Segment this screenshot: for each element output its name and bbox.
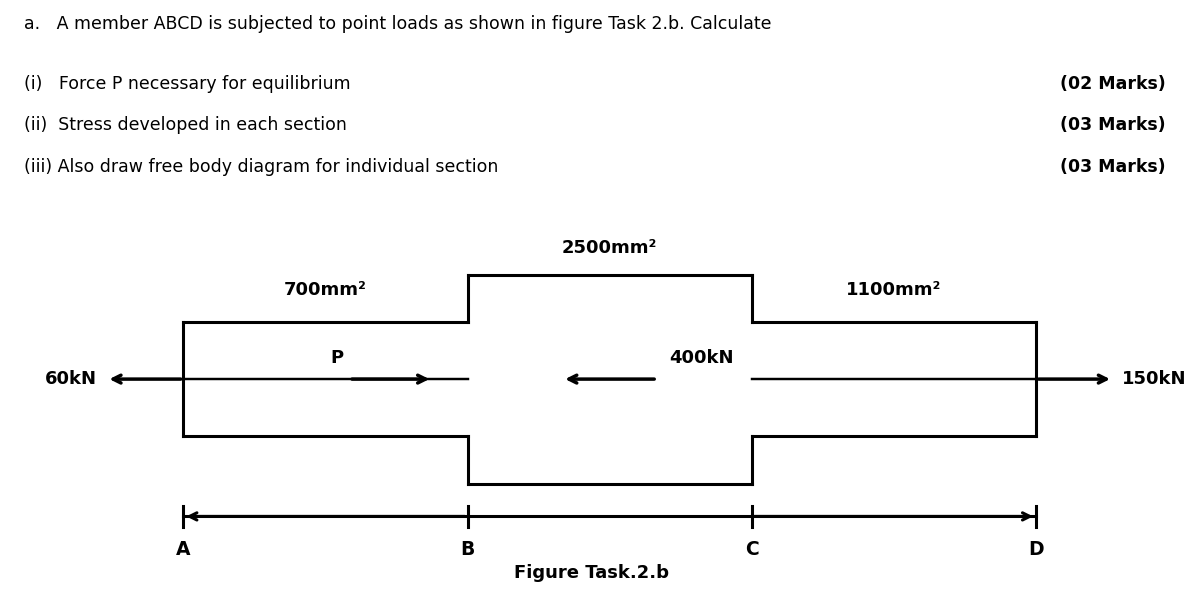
Text: 2500mm²: 2500mm² xyxy=(562,239,658,257)
Text: (02 Marks): (02 Marks) xyxy=(1061,75,1166,93)
Text: D: D xyxy=(1028,540,1044,559)
Text: C: C xyxy=(745,540,758,559)
Text: B: B xyxy=(461,540,475,559)
Text: (i)   Force P necessary for equilibrium: (i) Force P necessary for equilibrium xyxy=(24,75,350,93)
Text: Figure Task.2.b: Figure Task.2.b xyxy=(515,564,670,582)
Text: 150kN: 150kN xyxy=(1122,370,1187,388)
Text: (03 Marks): (03 Marks) xyxy=(1061,116,1166,134)
Text: a.   A member ABCD is subjected to point loads as shown in figure Task 2.b. Calc: a. A member ABCD is subjected to point l… xyxy=(24,15,772,33)
Text: (iii) Also draw free body diagram for individual section: (iii) Also draw free body diagram for in… xyxy=(24,158,498,176)
Text: 400kN: 400kN xyxy=(668,349,733,367)
Text: 1100mm²: 1100mm² xyxy=(846,281,942,298)
Text: (ii)  Stress developed in each section: (ii) Stress developed in each section xyxy=(24,116,347,134)
Text: 60kN: 60kN xyxy=(46,370,97,388)
Text: P: P xyxy=(331,349,344,367)
Text: (03 Marks): (03 Marks) xyxy=(1061,158,1166,176)
Text: 700mm²: 700mm² xyxy=(284,281,367,298)
Text: A: A xyxy=(176,540,191,559)
